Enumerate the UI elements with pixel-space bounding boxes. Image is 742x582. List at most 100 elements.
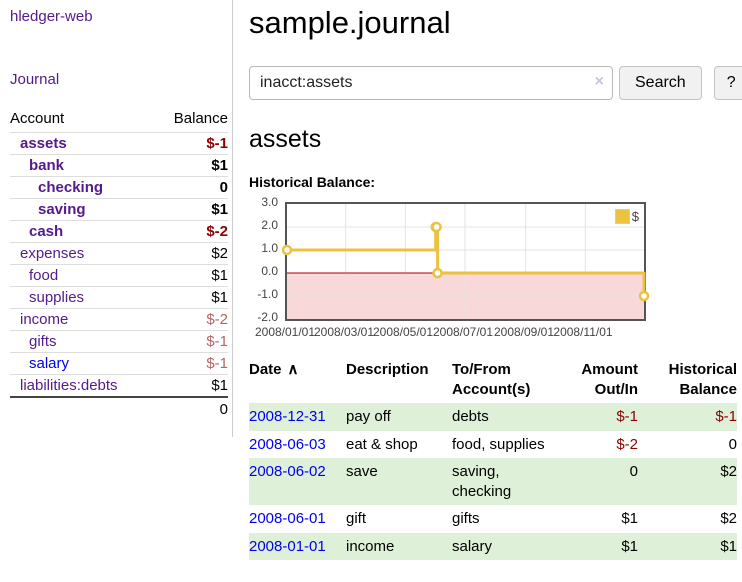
account-link-assets[interactable]: assets bbox=[20, 135, 67, 152]
account-row: bank $1 bbox=[10, 154, 228, 177]
cell-amount: 0 bbox=[629, 463, 638, 481]
x-axis-tick-label: 2008/09/01 bbox=[493, 325, 555, 340]
register-header-accounts: To/From Account(s) bbox=[452, 361, 531, 398]
account-row: salary $-1 bbox=[10, 352, 228, 375]
account-balance: $2 bbox=[211, 245, 228, 262]
cell-description: save bbox=[346, 463, 378, 481]
transaction-row: 2008-06-02 save saving, checking 0 $2 bbox=[249, 458, 737, 506]
account-link-liabilities-debts[interactable]: liabilities:debts bbox=[20, 377, 118, 394]
search-form: × Search ? bbox=[249, 65, 742, 100]
cell-description: eat & shop bbox=[346, 435, 418, 453]
accounts-table: Account Balance assets $-1 bank $1 checking 0… bbox=[10, 108, 228, 421]
sidebar: hledger-web Journal Account Balance asse… bbox=[0, 0, 233, 437]
account-name-cell: income bbox=[10, 309, 155, 331]
y-axis-tick-label: 0.0 bbox=[261, 264, 278, 279]
account-balance: $-1 bbox=[206, 135, 228, 152]
cell-accounts: food, supplies bbox=[452, 435, 545, 453]
sidebar-nav: Journal bbox=[10, 71, 228, 89]
account-link-bank[interactable]: bank bbox=[29, 157, 65, 174]
transaction-row: 2008-06-03 eat & shop food, supplies $-2 0 bbox=[249, 431, 737, 459]
help-button[interactable]: ? bbox=[713, 65, 742, 100]
account-name-cell: assets bbox=[10, 133, 155, 155]
transaction-row: 2008-01-01 income salary $1 $1 bbox=[249, 532, 737, 561]
data-point-marker bbox=[432, 268, 443, 279]
cell-accounts: salary bbox=[452, 537, 493, 555]
account-balance: $1 bbox=[211, 289, 228, 306]
account-row: supplies $1 bbox=[10, 286, 228, 309]
accounts-header-row: Account Balance bbox=[10, 108, 228, 133]
account-link-food[interactable]: food bbox=[29, 267, 59, 284]
x-axis-tick-label: 2008/05/01 bbox=[372, 325, 434, 340]
register-header-date[interactable]: Date ∧ bbox=[249, 361, 299, 379]
brand-link[interactable]: hledger-web bbox=[10, 8, 93, 25]
chart-plot-area: $ bbox=[281, 202, 650, 322]
account-heading: assets bbox=[249, 124, 322, 153]
account-link-income[interactable]: income bbox=[20, 311, 69, 328]
account-balance: $-2 bbox=[206, 223, 228, 240]
account-name-cell: gifts bbox=[10, 331, 155, 353]
chart-legend: $ bbox=[614, 209, 639, 225]
account-link-checking[interactable]: checking bbox=[38, 179, 104, 196]
account-name-cell: saving bbox=[10, 199, 155, 221]
cell-accounts: gifts bbox=[452, 510, 480, 528]
x-axis-tick-label: 2008/07/01 bbox=[432, 325, 494, 340]
search-input[interactable] bbox=[249, 65, 613, 100]
cell-amount: $-1 bbox=[616, 408, 638, 426]
account-balance: $-2 bbox=[206, 311, 228, 328]
account-row: expenses $2 bbox=[10, 242, 228, 265]
transaction-date-link[interactable]: 2008-06-02 bbox=[249, 463, 326, 481]
account-balance: $1 bbox=[211, 201, 228, 218]
register-header-balance: Historical Balance bbox=[668, 361, 737, 398]
account-link-cash[interactable]: cash bbox=[29, 223, 64, 240]
cell-accounts: debts bbox=[452, 408, 489, 426]
y-axis-tick-label: 2.0 bbox=[261, 218, 278, 233]
account-balance: $1 bbox=[211, 157, 228, 174]
cell-date: 2008-06-03 bbox=[249, 431, 346, 459]
sort-ascending-icon: ∧ bbox=[287, 361, 299, 379]
x-axis-tick-label: 2008/01/01 bbox=[254, 325, 316, 340]
account-row: cash $-2 bbox=[10, 220, 228, 243]
account-link-supplies[interactable]: supplies bbox=[29, 289, 85, 306]
cell-balance: $1 bbox=[720, 537, 737, 555]
data-point-marker bbox=[431, 222, 442, 233]
cell-balance: $2 bbox=[720, 463, 737, 481]
account-link-saving[interactable]: saving bbox=[38, 201, 86, 218]
account-name-cell: liabilities:debts bbox=[10, 375, 155, 398]
transaction-date-link[interactable]: 2008-06-01 bbox=[249, 510, 326, 528]
account-balance: 0 bbox=[219, 179, 228, 196]
account-row: income $-2 bbox=[10, 308, 228, 331]
cell-balance: $-1 bbox=[715, 408, 737, 426]
transaction-date-link[interactable]: 2008-01-01 bbox=[249, 537, 326, 555]
account-name-cell: salary bbox=[10, 353, 155, 375]
transaction-row: 2008-06-01 gift gifts $1 $2 bbox=[249, 505, 737, 533]
transaction-row: 2008-12-31 pay off debts $-1 $-1 bbox=[249, 403, 737, 431]
search-button[interactable]: Search bbox=[619, 65, 702, 100]
y-axis-tick-label: -1.0 bbox=[257, 287, 278, 302]
accounts-header-balance: Balance bbox=[173, 110, 228, 127]
accounts-header-account: Account bbox=[10, 110, 65, 127]
register-header-amount: Amount Out/In bbox=[581, 361, 638, 398]
transaction-date-link[interactable]: 2008-06-03 bbox=[249, 435, 326, 453]
clear-search-icon[interactable]: × bbox=[594, 72, 604, 90]
cell-balance: $2 bbox=[720, 510, 737, 528]
sidebar-item-journal[interactable]: Journal bbox=[10, 71, 60, 88]
y-axis-tick-label: 1.0 bbox=[261, 241, 278, 256]
account-name-cell: bank bbox=[10, 155, 155, 177]
account-row: assets $-1 bbox=[10, 132, 228, 155]
account-row: liabilities:debts $1 bbox=[10, 374, 228, 398]
account-row: checking 0 bbox=[10, 176, 228, 199]
account-name-cell: checking bbox=[10, 177, 155, 199]
register-table: Date ∧ Description To/From Account(s) Amount… bbox=[249, 358, 737, 561]
register-header-description: Description bbox=[346, 361, 429, 379]
x-axis-tick-label: 2008/03/01 bbox=[313, 325, 375, 340]
historical-balance-chart: $3.0 2.0 1.0 0.0 -1.0 -2.0 2008/01/01 2008/03/0… bbox=[249, 195, 735, 341]
cell-description: income bbox=[346, 537, 395, 555]
page-title: sample.journal bbox=[249, 5, 451, 40]
data-point-marker bbox=[638, 291, 650, 302]
account-link-salary[interactable]: salary bbox=[29, 355, 70, 372]
transaction-date-link[interactable]: 2008-12-31 bbox=[249, 408, 326, 426]
account-link-gifts[interactable]: gifts bbox=[29, 333, 57, 350]
account-link-expenses[interactable]: expenses bbox=[20, 245, 85, 262]
chart-title: Historical Balance: bbox=[249, 174, 376, 191]
register-header-row: Date ∧ Description To/From Account(s) Amount… bbox=[249, 358, 737, 403]
